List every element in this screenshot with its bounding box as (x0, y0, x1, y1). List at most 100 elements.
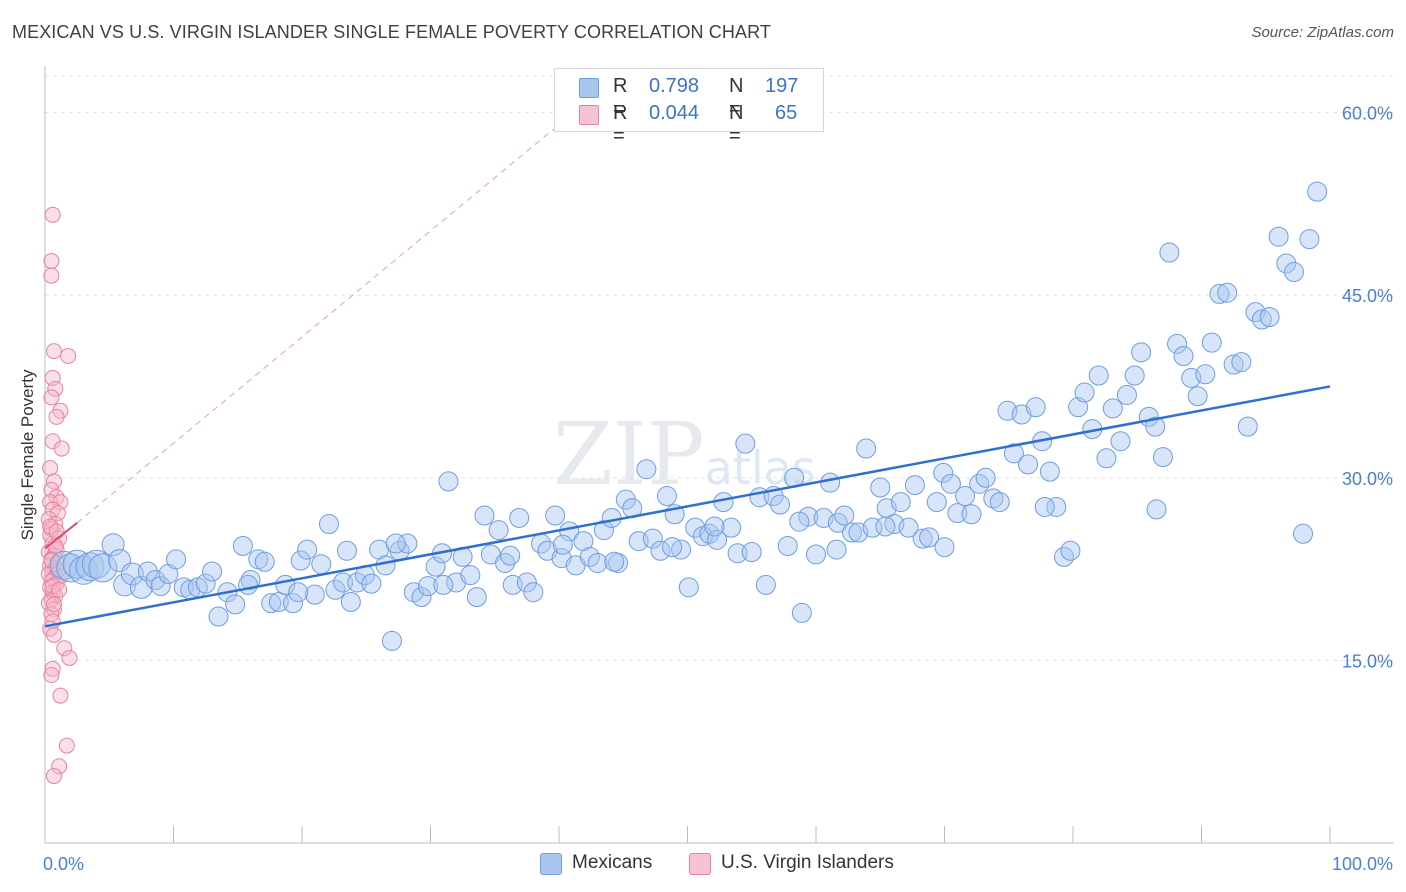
mexican-point (340, 591, 361, 612)
y-tick-label: 60.0% (1342, 104, 1393, 124)
mexican-point (707, 529, 728, 550)
virgin-islander-point (42, 460, 59, 477)
mexican-point (1293, 523, 1314, 544)
mexican-point (820, 472, 841, 493)
mexican-point (601, 507, 622, 528)
mexican-point (375, 555, 396, 576)
mexican-point (304, 584, 325, 605)
mexican-point (642, 528, 663, 549)
mexican-point (495, 552, 516, 573)
mexican-point (989, 492, 1010, 513)
mexican-point (523, 582, 544, 603)
y-axis-label: Single Female Poverty (18, 369, 37, 541)
virgin-islander-point (45, 626, 62, 643)
x-tick-label-min: 0.0% (43, 854, 84, 874)
mexican-point (202, 561, 223, 582)
mexican-point (1102, 398, 1123, 419)
mexican-point (983, 488, 1004, 509)
mexican-point (1146, 499, 1167, 520)
virgin-islander-point (43, 389, 60, 406)
bottom-legend-swatch-blue (540, 853, 562, 875)
virgin-islander-point (58, 737, 75, 754)
mexican-point (1217, 282, 1238, 303)
mexican-point (1145, 416, 1166, 437)
mexican-point (919, 527, 940, 548)
mexican-point (1124, 365, 1145, 386)
mexican-points (49, 181, 1328, 651)
virgin-islander-trend-extension (76, 124, 560, 524)
mexican-point (545, 505, 566, 526)
mexican-point (232, 535, 253, 556)
mexican-point (898, 517, 919, 538)
mexican-point (875, 516, 896, 537)
mexican-point (1223, 354, 1244, 375)
mexican-point (862, 517, 883, 538)
mexican-point (904, 475, 925, 496)
mexican-point (1187, 386, 1208, 407)
mexican-point (261, 593, 282, 614)
mexican-point (870, 477, 891, 498)
legend-r-label: R = (613, 102, 628, 147)
mexican-point (890, 492, 911, 513)
mexican-point (195, 573, 216, 594)
legend-n-value: 65 (775, 102, 798, 124)
mexican-point (741, 542, 762, 563)
mexican-point (552, 534, 573, 555)
mexican-point (1039, 461, 1060, 482)
virgin-islander-point (47, 380, 64, 397)
mexican-point (297, 539, 318, 560)
mexican-point (1003, 443, 1024, 464)
mexican-point (225, 594, 246, 615)
mexican-point (947, 503, 968, 524)
virgin-islander-point (45, 601, 62, 618)
mexican-point (509, 507, 530, 528)
mexican-point (789, 511, 810, 532)
mexican-point (755, 574, 776, 595)
mexican-point (777, 535, 798, 556)
mexican-point (417, 576, 438, 597)
mexican-point (940, 473, 961, 494)
mexican-point (1167, 333, 1188, 354)
mexican-point (1276, 253, 1297, 274)
watermark: ZIPatlas (553, 405, 816, 505)
mexican-point (129, 575, 153, 599)
legend-n-value: 197 (765, 75, 799, 97)
mexican-point (636, 459, 657, 480)
mexican-point (961, 504, 982, 525)
mexican-point (933, 462, 954, 483)
mexican-point (656, 486, 677, 507)
virgin-islander-point (44, 206, 61, 223)
bottom-legend-label: Mexicans (572, 852, 653, 873)
mexican-point (208, 606, 229, 627)
mexican-point (137, 561, 158, 582)
mexican-point (678, 577, 699, 598)
mexican-trend-line (44, 385, 1331, 628)
mexican-point (841, 522, 862, 543)
legend-n-label: N = (729, 75, 744, 120)
mexican-point (1209, 283, 1230, 304)
mexican-point (1159, 242, 1180, 263)
legend-swatch-pink (579, 105, 599, 125)
mexican-point (361, 573, 382, 594)
mexican-point (411, 587, 432, 608)
legend-swatch-blue (579, 78, 599, 98)
mexican-point (834, 505, 855, 526)
virgin-islander-point (51, 581, 68, 598)
mexican-point (1034, 496, 1055, 517)
mexican-point (1152, 447, 1173, 468)
mexican-point (1251, 309, 1272, 330)
mexican-point (1131, 342, 1152, 363)
mexican-point (798, 506, 819, 527)
mexican-point (604, 551, 625, 572)
legend-n-label: N = (729, 102, 744, 147)
mexican-point (1068, 397, 1089, 418)
mexican-point (1110, 431, 1131, 452)
mexican-point (1237, 416, 1258, 437)
mexican-point (120, 562, 144, 586)
mexican-point (593, 520, 614, 541)
mexican-point (1284, 262, 1305, 283)
virgin-islander-point (53, 440, 70, 457)
mexican-point (662, 537, 683, 558)
virgin-islander-point (42, 518, 59, 535)
